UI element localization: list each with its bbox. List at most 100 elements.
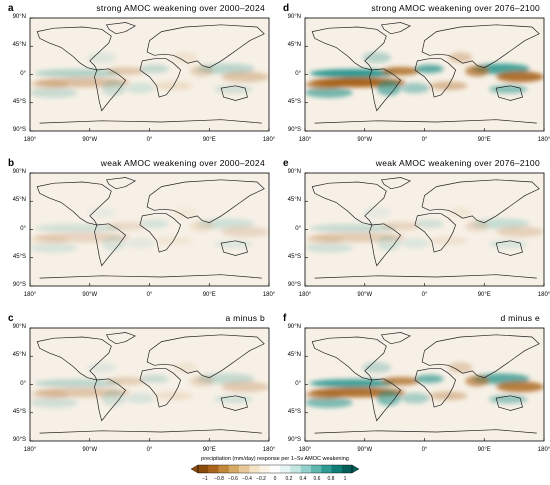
anomaly-blob <box>465 375 490 387</box>
anomaly-blob <box>101 390 126 406</box>
lon-label: 180° <box>298 447 312 453</box>
colorbar-bar <box>190 464 360 474</box>
lon-label: 0° <box>421 292 428 298</box>
panel-title: strong AMOC weakening over 2076–2100 <box>371 3 540 13</box>
colorbar-tick-label: 0.2 <box>285 476 293 482</box>
lon-label: 0° <box>421 137 428 143</box>
anomaly-blob <box>309 379 396 388</box>
lon-label: 180° <box>262 447 276 453</box>
coastline <box>220 85 248 101</box>
coastline <box>495 395 523 411</box>
anomaly-blob <box>139 64 169 74</box>
coastline <box>421 24 540 69</box>
map-panel-d: d strong AMOC weakening over 2076–2100 90°… <box>275 0 550 155</box>
lon-label: 180° <box>298 292 312 298</box>
coastline <box>36 181 112 226</box>
anomaly-blob <box>305 80 344 89</box>
coastline <box>421 179 540 224</box>
anomaly-blob <box>305 397 353 408</box>
lon-label: 90°E <box>477 137 491 143</box>
anomaly-blob <box>221 381 269 393</box>
lat-label: 45°S <box>12 408 26 415</box>
lon-label: 90°E <box>202 292 216 298</box>
colorbar-segment <box>218 465 229 473</box>
lat-label: 45°N <box>287 42 301 49</box>
coastline <box>314 119 537 124</box>
anomaly-blob <box>400 237 430 249</box>
anomaly-blob <box>173 207 198 218</box>
coastline <box>421 334 540 379</box>
anomaly-blob <box>489 394 528 404</box>
panel-title: weak AMOC weakening over 2000–2024 <box>100 158 265 168</box>
lon-label: 180° <box>262 292 276 298</box>
anomaly-blob <box>305 242 353 253</box>
lon-label: 90°W <box>82 447 98 453</box>
lon-label: 0° <box>421 447 428 453</box>
lat-label: 45°N <box>287 352 301 359</box>
anomaly-blob <box>214 394 253 404</box>
anomaly-blob <box>190 65 215 77</box>
lon-label: 180° <box>23 137 37 143</box>
panel-letter: a <box>8 3 14 14</box>
coastline <box>380 332 412 345</box>
colorbar-segment <box>198 465 209 473</box>
anomaly-blob <box>400 392 430 404</box>
lon-label: 90°E <box>477 447 491 453</box>
lat-label: 90°N <box>287 169 301 175</box>
lon-label: 180° <box>537 447 550 453</box>
anomaly-blob <box>362 362 392 373</box>
lat-label: 90°N <box>12 169 26 175</box>
panel-title: a minus b <box>225 313 265 323</box>
lon-label: 90°W <box>82 292 98 298</box>
anomaly-blob <box>34 379 121 388</box>
colorbar-tick-label: 0 <box>273 476 277 482</box>
lat-label: 45°S <box>12 253 26 260</box>
coastline <box>380 22 412 35</box>
coastline <box>94 378 127 422</box>
map-panel-b: b weak AMOC weakening over 2000–2024 90°N 4… <box>0 155 275 310</box>
anomaly-blob <box>173 52 198 63</box>
lon-label: 180° <box>23 447 37 453</box>
coastline <box>369 223 402 267</box>
anomaly-blob <box>305 87 353 98</box>
anomaly-blob <box>30 242 78 253</box>
lon-label: 180° <box>537 137 550 143</box>
precip-anomaly-field <box>30 362 269 408</box>
panel-letter: e <box>283 158 289 169</box>
colorbar-segment <box>249 465 260 473</box>
anomaly-blob <box>190 375 215 387</box>
colorbar-min-arrow <box>190 464 199 474</box>
colorbar-segment <box>228 465 240 473</box>
anomaly-blob <box>214 239 253 249</box>
lat-label: 45°S <box>287 408 301 415</box>
coastline <box>414 58 457 98</box>
anomaly-blob <box>34 69 121 78</box>
coastline <box>39 274 262 279</box>
lon-label: 90°W <box>357 137 373 143</box>
coastline <box>146 179 265 224</box>
anomaly-blob <box>125 82 155 94</box>
lat-label: 45°N <box>12 197 26 204</box>
panel-title: weak AMOC weakening over 2076–2100 <box>375 158 540 168</box>
colorbar-tick-label: 0.6 <box>313 476 321 482</box>
colorbar-tick-label: 1 <box>343 476 347 482</box>
colorbar-tick-label: −0.4 <box>242 476 252 482</box>
lat-label: 90°N <box>287 14 301 20</box>
lat-label: 90°S <box>287 282 301 288</box>
anomaly-blob <box>87 362 117 373</box>
anomaly-blob <box>87 52 117 63</box>
anomaly-blob <box>376 390 401 406</box>
lat-label: 45°S <box>287 253 301 260</box>
anomaly-blob <box>414 219 444 229</box>
colorbar-segment <box>321 465 332 473</box>
lon-label: 0° <box>146 137 153 143</box>
colorbar-tick-label: 0.4 <box>299 476 307 482</box>
lon-label: 90°W <box>82 137 98 143</box>
coastline <box>94 223 127 267</box>
anomaly-blob <box>489 239 528 249</box>
lat-label: 90°N <box>287 324 301 330</box>
anomaly-blob <box>34 224 121 233</box>
colorbar-segment <box>331 465 342 473</box>
colorbar-segment <box>300 465 312 473</box>
coastline <box>314 429 537 434</box>
